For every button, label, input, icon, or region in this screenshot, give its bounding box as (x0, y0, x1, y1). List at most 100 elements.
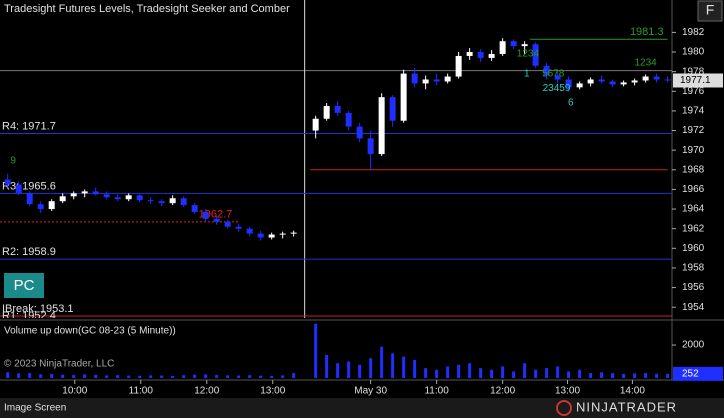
y-tick-label: 1958 (682, 263, 705, 274)
level-label: R1: 1952.4 (2, 310, 56, 322)
candle-body (246, 228, 253, 234)
y-tick-label: 1968 (682, 164, 705, 175)
last-volume-label: 252 (682, 368, 699, 379)
seeker-count: 1234 (634, 57, 657, 68)
candle-body (323, 106, 330, 119)
candle-body (455, 55, 462, 77)
volume-title: Volume up down(GC 08-23 (5 Minute)) (4, 326, 176, 337)
volume-bar (446, 366, 450, 378)
candle-body (433, 79, 440, 82)
candle-body (92, 191, 99, 195)
volume-bar (61, 374, 65, 378)
status-bar (0, 398, 724, 418)
y-tick-label: 1966 (682, 184, 705, 195)
candle-body (180, 198, 187, 206)
y-tick-label: 1962 (682, 223, 705, 234)
candle-body (59, 196, 66, 202)
footer-label: Image Screen (4, 403, 66, 414)
candle-body (422, 79, 429, 84)
volume-bar (292, 373, 296, 378)
volume-bar (369, 358, 373, 378)
y-tick-label: 2000 (682, 340, 705, 351)
volume-bar (622, 373, 626, 378)
volume-bar (182, 375, 186, 378)
x-tick-label: 11:00 (424, 386, 449, 397)
candle-body (444, 76, 451, 82)
f-button-label[interactable]: F (706, 2, 715, 18)
candle-body (224, 221, 231, 227)
candle-body (356, 126, 363, 139)
candle-body (136, 195, 143, 201)
candle-body (532, 44, 539, 66)
candle-body (257, 233, 264, 238)
volume-bar (94, 374, 98, 378)
volume-bar (644, 373, 648, 378)
x-tick-label: 10:00 (62, 386, 87, 397)
candle-body (653, 76, 660, 80)
volume-bar (204, 374, 208, 378)
candle-body (411, 73, 418, 84)
volume-bar (215, 375, 219, 378)
candle-body (147, 200, 154, 202)
f-button[interactable] (697, 0, 723, 22)
candle-body (609, 81, 616, 85)
volume-bar (413, 359, 417, 378)
y-tick-label: 1954 (682, 302, 705, 313)
volume-bar (83, 374, 87, 378)
volume-bar (523, 363, 527, 378)
candle-body (565, 79, 572, 88)
candle-body (477, 52, 484, 58)
x-tick-label: May 30 (354, 386, 387, 397)
x-tick-label: 12:00 (490, 386, 515, 397)
last-volume-box (673, 366, 723, 381)
candle-body (312, 118, 319, 131)
volume-bar (237, 375, 241, 378)
candle-body (169, 198, 176, 204)
candle-body (48, 201, 55, 210)
volume-bar (424, 368, 428, 378)
volume-bar (138, 375, 142, 378)
volume-bar (457, 364, 461, 378)
volume-bar (28, 373, 32, 378)
candle-body (70, 193, 77, 197)
candle-body (400, 73, 407, 121)
volume-bar (116, 375, 120, 378)
level-label: IBreak: 1953.1 (2, 303, 74, 315)
y-tick-label: 1980 (682, 47, 705, 58)
volume-bar (435, 369, 439, 378)
candle-body (642, 76, 649, 81)
candle-body (191, 205, 198, 212)
volume-bar (171, 375, 175, 378)
candle-body (334, 106, 341, 113)
candle-body (26, 193, 33, 205)
candle-body (499, 41, 506, 54)
volume-bar (336, 363, 340, 378)
candle-body (631, 80, 638, 83)
candle-body (620, 82, 627, 85)
level-label: R2: 1958.9 (2, 246, 56, 258)
pc-indicator (4, 273, 44, 298)
volume-bar (39, 374, 43, 378)
seeker-count: 6 (568, 98, 574, 109)
candle-body (15, 184, 22, 194)
volume-bar (72, 375, 76, 378)
volume-bar (391, 353, 395, 378)
volume-bar (501, 366, 505, 378)
logo: NINJATRADER (576, 399, 677, 414)
volume-bar (226, 375, 230, 378)
candle-body (466, 52, 473, 56)
x-tick-label: 11:00 (129, 386, 154, 397)
candle-body (598, 79, 605, 82)
volume-bar (578, 369, 582, 378)
y-tick-label: 1976 (682, 86, 705, 97)
y-tick-label: 1970 (682, 145, 705, 156)
copyright: © 2023 NinjaTrader, LLC (4, 359, 114, 370)
volume-bar (6, 372, 10, 378)
seeker-count: 1234 (517, 49, 540, 60)
volume-bar (479, 368, 483, 378)
y-tick-label: 1978 (682, 66, 705, 77)
volume-bar (633, 373, 637, 378)
chart-title: Tradesight Futures Levels, Tradesight Se… (4, 3, 290, 15)
y-tick-label: 1974 (682, 106, 705, 117)
